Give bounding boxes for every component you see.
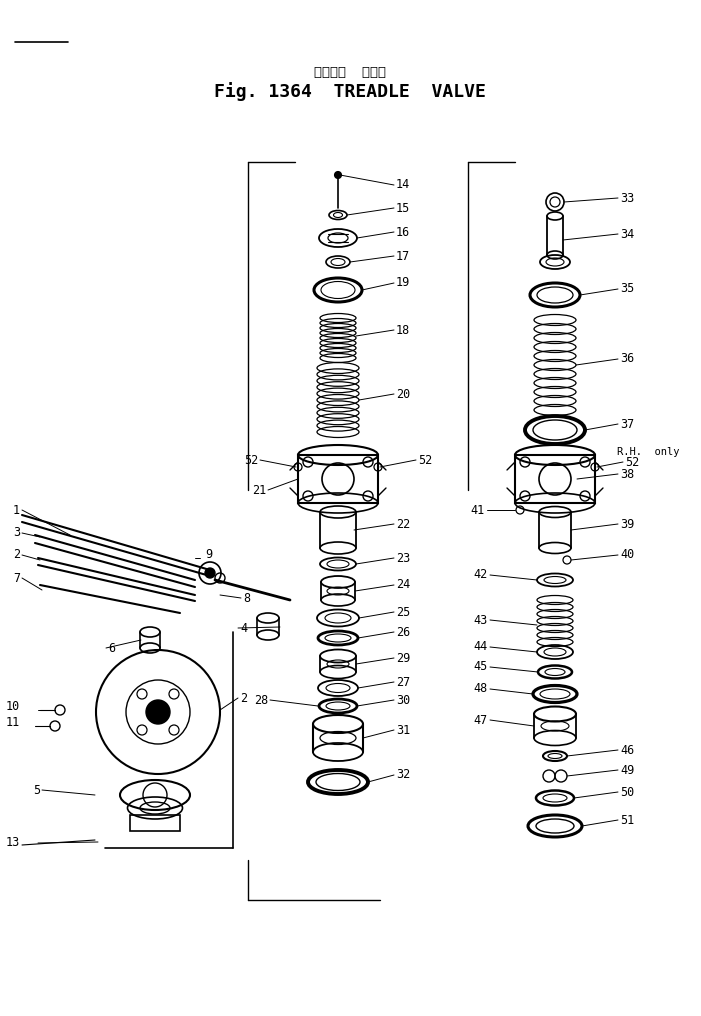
Text: 36: 36	[620, 353, 634, 366]
Text: 13: 13	[6, 836, 20, 849]
Text: 6: 6	[108, 641, 115, 654]
Text: 31: 31	[396, 723, 410, 737]
Text: トレドル  バルブ: トレドル バルブ	[314, 65, 386, 78]
Text: 15: 15	[396, 201, 410, 214]
Text: 49: 49	[620, 763, 634, 776]
Text: 51: 51	[620, 814, 634, 826]
Text: 35: 35	[620, 282, 634, 296]
Text: 46: 46	[620, 744, 634, 757]
Text: 37: 37	[620, 418, 634, 431]
Text: 42: 42	[474, 569, 488, 581]
Text: 16: 16	[396, 226, 410, 239]
Bar	[515, 455, 595, 503]
Text: 44: 44	[474, 640, 488, 653]
Text: 25: 25	[396, 606, 410, 619]
Text: 4: 4	[240, 622, 247, 635]
Bar	[130, 815, 180, 831]
Bar	[298, 455, 378, 503]
Text: 21: 21	[252, 484, 266, 497]
Text: 2: 2	[240, 692, 247, 704]
Text: 18: 18	[396, 323, 410, 336]
Text: 45: 45	[474, 660, 488, 674]
Circle shape	[205, 568, 215, 578]
Text: 23: 23	[396, 552, 410, 565]
Text: 10: 10	[6, 699, 20, 712]
Text: 8: 8	[243, 591, 250, 605]
Text: 9: 9	[205, 549, 212, 562]
Text: 34: 34	[620, 228, 634, 241]
Text: 7: 7	[13, 571, 20, 584]
Text: 33: 33	[620, 191, 634, 204]
Text: 50: 50	[620, 785, 634, 799]
Text: 47: 47	[474, 713, 488, 726]
Text: Fig. 1364  TREADLE  VALVE: Fig. 1364 TREADLE VALVE	[214, 82, 486, 102]
Text: 52: 52	[625, 455, 639, 468]
Text: 19: 19	[396, 276, 410, 290]
Text: 26: 26	[396, 626, 410, 638]
Text: 48: 48	[474, 683, 488, 696]
Text: 39: 39	[620, 517, 634, 530]
Text: 29: 29	[396, 651, 410, 664]
Text: 1: 1	[13, 504, 20, 516]
Circle shape	[334, 172, 341, 179]
Text: 11: 11	[6, 716, 20, 729]
Text: 40: 40	[620, 549, 634, 562]
Text: 20: 20	[396, 387, 410, 400]
Text: 41: 41	[471, 504, 485, 516]
Text: 30: 30	[396, 694, 410, 706]
Text: 2: 2	[13, 549, 20, 562]
Text: 3: 3	[13, 526, 20, 539]
Text: 24: 24	[396, 578, 410, 591]
Text: 28: 28	[254, 694, 268, 706]
Text: 32: 32	[396, 768, 410, 781]
Text: 27: 27	[396, 676, 410, 689]
Text: 5: 5	[33, 783, 40, 797]
Text: 38: 38	[620, 467, 634, 481]
Text: R.H.  only: R.H. only	[617, 447, 679, 457]
Text: 52: 52	[244, 453, 258, 466]
Text: 43: 43	[474, 614, 488, 627]
Text: 14: 14	[396, 179, 410, 191]
Text: 17: 17	[396, 250, 410, 262]
Text: 52: 52	[418, 453, 433, 466]
Text: 22: 22	[396, 517, 410, 530]
Circle shape	[146, 700, 170, 724]
